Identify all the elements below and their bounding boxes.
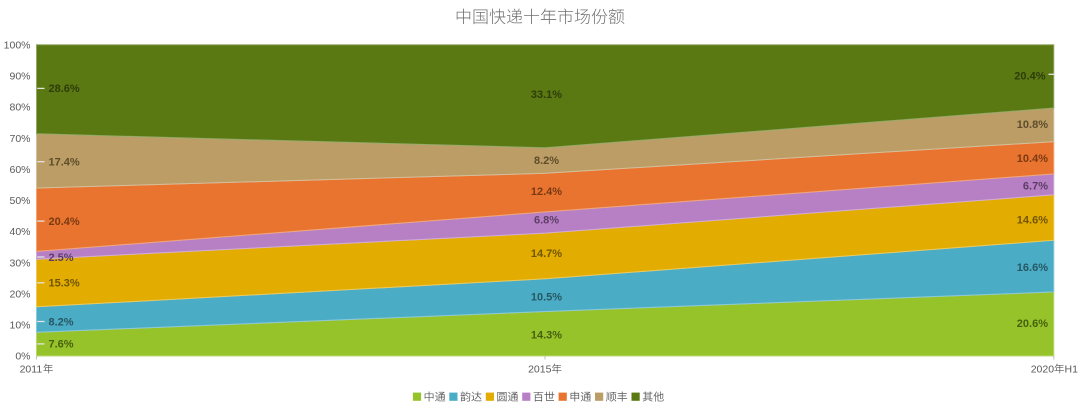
- svg-text:14.3%: 14.3%: [531, 330, 562, 342]
- svg-text:28.6%: 28.6%: [49, 83, 80, 95]
- svg-text:17.4%: 17.4%: [49, 157, 80, 169]
- svg-text:14.6%: 14.6%: [1017, 214, 1048, 226]
- svg-text:60%: 60%: [9, 164, 30, 176]
- svg-text:12.4%: 12.4%: [531, 186, 562, 198]
- svg-text:15.3%: 15.3%: [49, 278, 80, 290]
- svg-text:16.6%: 16.6%: [1017, 262, 1048, 274]
- svg-text:33.1%: 33.1%: [531, 89, 562, 101]
- svg-text:2015: 2015: [528, 364, 552, 376]
- svg-text:2.5%: 2.5%: [49, 252, 74, 264]
- svg-text:10.4%: 10.4%: [1017, 153, 1048, 165]
- svg-text:10%: 10%: [9, 320, 30, 332]
- svg-text:0%: 0%: [15, 351, 30, 363]
- svg-text:50%: 50%: [9, 195, 30, 207]
- svg-text:40%: 40%: [9, 226, 30, 238]
- svg-text:70%: 70%: [9, 133, 30, 145]
- svg-text:20.6%: 20.6%: [1017, 318, 1048, 330]
- svg-text:2020: 2020: [1031, 364, 1055, 376]
- svg-text:8.2%: 8.2%: [49, 316, 74, 328]
- svg-text:8.2%: 8.2%: [534, 155, 559, 167]
- svg-text:10.5%: 10.5%: [531, 291, 562, 303]
- svg-text:6.7%: 6.7%: [1023, 181, 1048, 193]
- svg-text:20.4%: 20.4%: [49, 216, 80, 228]
- svg-text:90%: 90%: [9, 71, 30, 83]
- svg-text:30%: 30%: [9, 257, 30, 269]
- svg-text:20.4%: 20.4%: [1014, 70, 1045, 82]
- svg-text:2011: 2011: [20, 364, 43, 376]
- svg-text:100%: 100%: [4, 40, 31, 52]
- svg-text:7.6%: 7.6%: [49, 339, 74, 351]
- svg-text:10.8%: 10.8%: [1017, 119, 1048, 131]
- svg-text:6.8%: 6.8%: [534, 215, 559, 227]
- svg-text:80%: 80%: [9, 102, 30, 114]
- svg-text:14.7%: 14.7%: [531, 248, 562, 260]
- svg-text:20%: 20%: [9, 289, 30, 301]
- svg-text:H1: H1: [1065, 364, 1079, 376]
